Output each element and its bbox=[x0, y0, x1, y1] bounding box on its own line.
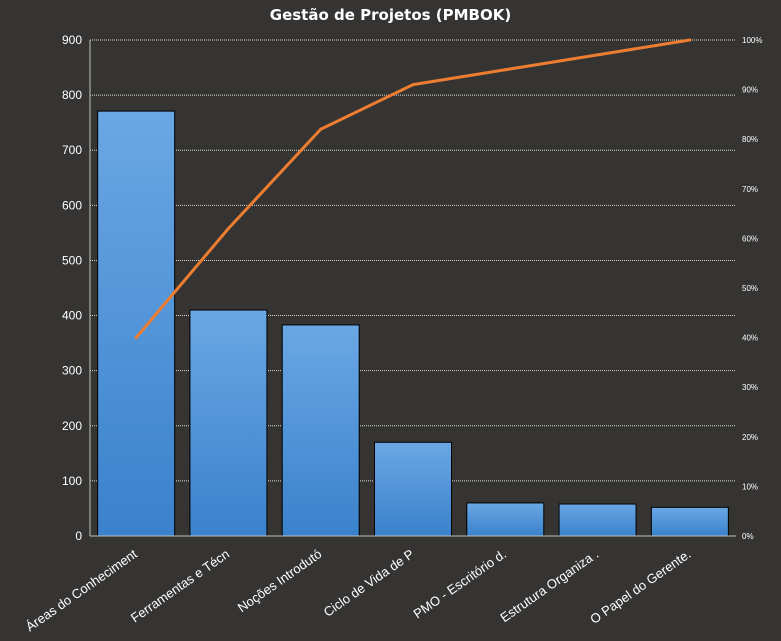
cumulative-point bbox=[134, 336, 138, 340]
y2-tick-label: 0% bbox=[742, 532, 754, 541]
bar bbox=[650, 506, 729, 537]
y2-tick-label: 30% bbox=[742, 383, 758, 392]
cumulative-point bbox=[503, 68, 507, 72]
cumulative-point bbox=[688, 38, 692, 42]
chart-title: Gestão de Projetos (PMBOK) bbox=[269, 6, 512, 24]
y2-tick-label: 100% bbox=[742, 36, 762, 45]
y2-tick-label: 40% bbox=[742, 334, 758, 343]
y-tick-label: 900 bbox=[62, 33, 82, 47]
y2-tick-label: 70% bbox=[742, 185, 758, 194]
cumulative-point bbox=[596, 53, 600, 57]
y-tick-label: 500 bbox=[62, 253, 82, 267]
category-label: PMO - Escritório d. bbox=[410, 546, 509, 621]
category-label: O Papel do Gerente. bbox=[587, 546, 693, 627]
bar bbox=[189, 309, 268, 537]
y-tick-label: 300 bbox=[62, 364, 82, 378]
y2-tick-label: 50% bbox=[742, 284, 758, 293]
y2-tick-label: 10% bbox=[742, 482, 758, 491]
y-tick-label: 700 bbox=[62, 143, 82, 157]
y-tick-label: 100 bbox=[62, 474, 82, 488]
y-tick-label: 600 bbox=[62, 198, 82, 212]
cumulative-point bbox=[226, 226, 230, 230]
y2-tick-label: 90% bbox=[742, 86, 758, 95]
bar bbox=[466, 502, 545, 537]
category-label: Ferramentas e Técn bbox=[128, 546, 232, 625]
bar bbox=[558, 503, 637, 537]
y-tick-label: 0 bbox=[75, 529, 82, 543]
bar bbox=[97, 110, 176, 537]
cumulative-point bbox=[319, 127, 323, 131]
y-tick-label: 200 bbox=[62, 419, 82, 433]
y-tick-label: 800 bbox=[62, 88, 82, 102]
category-label: Estrutura Organiza . bbox=[497, 546, 601, 625]
bar bbox=[281, 324, 360, 537]
bar bbox=[374, 441, 452, 537]
y2-tick-label: 20% bbox=[742, 433, 758, 442]
y-tick-label: 400 bbox=[62, 309, 82, 323]
category-label: Noções Introdutó bbox=[235, 546, 325, 615]
y2-tick-label: 80% bbox=[742, 135, 758, 144]
y2-tick-label: 60% bbox=[742, 234, 758, 243]
cumulative-point bbox=[411, 83, 415, 87]
category-label: Áreas do Conheciment bbox=[23, 546, 140, 634]
category-label: Ciclo de Vida de P bbox=[321, 546, 417, 619]
